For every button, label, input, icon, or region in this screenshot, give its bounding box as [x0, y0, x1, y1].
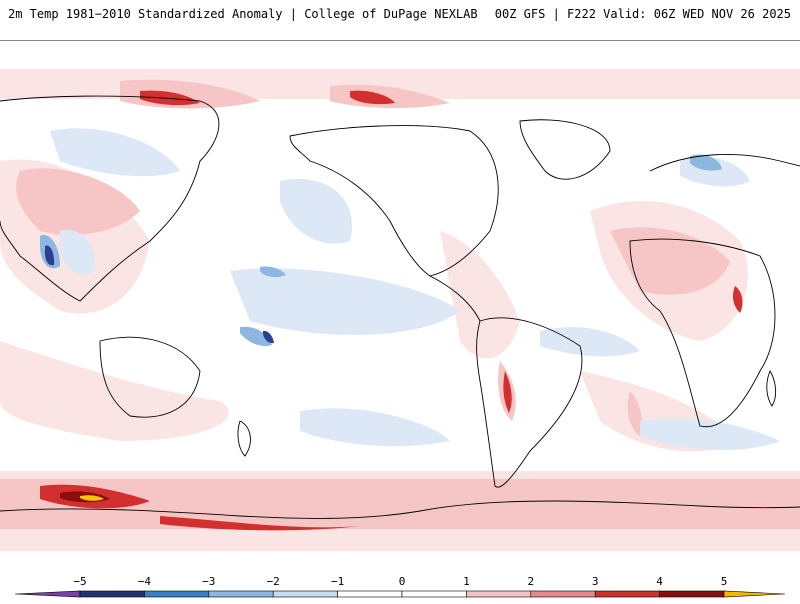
colorbar-tick-label: 0	[398, 575, 406, 588]
colorbar-tick-label: −5	[73, 575, 87, 588]
colorbar-segment	[530, 590, 596, 598]
anomaly-map	[0, 40, 800, 559]
model-run-label: 00Z GFS | F222 Valid: 06Z WED NOV 26 202…	[494, 7, 791, 21]
colorbar-svg	[14, 590, 786, 598]
colorbar-tick-label: 5	[720, 575, 728, 588]
extreme-warm-core-layer	[80, 495, 104, 501]
colorbar-tick-label: −2	[266, 575, 280, 588]
colorbar-segment	[659, 590, 725, 598]
colorbar-segment	[466, 590, 532, 598]
map-canvas	[0, 41, 800, 559]
moderate-cool-anomaly-layer	[40, 154, 722, 347]
colorbar-segment	[272, 590, 338, 598]
colorbar-tick-label: −3	[202, 575, 216, 588]
strong-cool-anomaly-layer	[44, 245, 274, 344]
coastlines	[0, 95, 800, 519]
cool-anomaly-layer	[50, 128, 780, 451]
colorbar-min-arrow	[14, 590, 81, 598]
colorbar-max-arrow	[723, 590, 786, 598]
colorbar-tick-label: 3	[591, 575, 599, 588]
colorbar-segment	[79, 590, 145, 598]
colorbar-tick-label: 4	[656, 575, 663, 588]
colorbar-tick-label: −1	[330, 575, 345, 588]
colorbar-tick-label: 2	[527, 575, 535, 588]
colorbar	[0, 560, 800, 600]
colorbar-tick-label: 1	[463, 575, 470, 588]
colorbar-segment	[401, 590, 467, 598]
colorbar-segment	[208, 590, 274, 598]
colorbar-segment	[337, 590, 403, 598]
colorbar-tick-label: −4	[137, 575, 152, 588]
map-title: 2m Temp 1981−2010 Standardized Anomaly |…	[8, 7, 478, 21]
colorbar-segment	[144, 590, 210, 598]
colorbar-segment	[594, 590, 660, 598]
